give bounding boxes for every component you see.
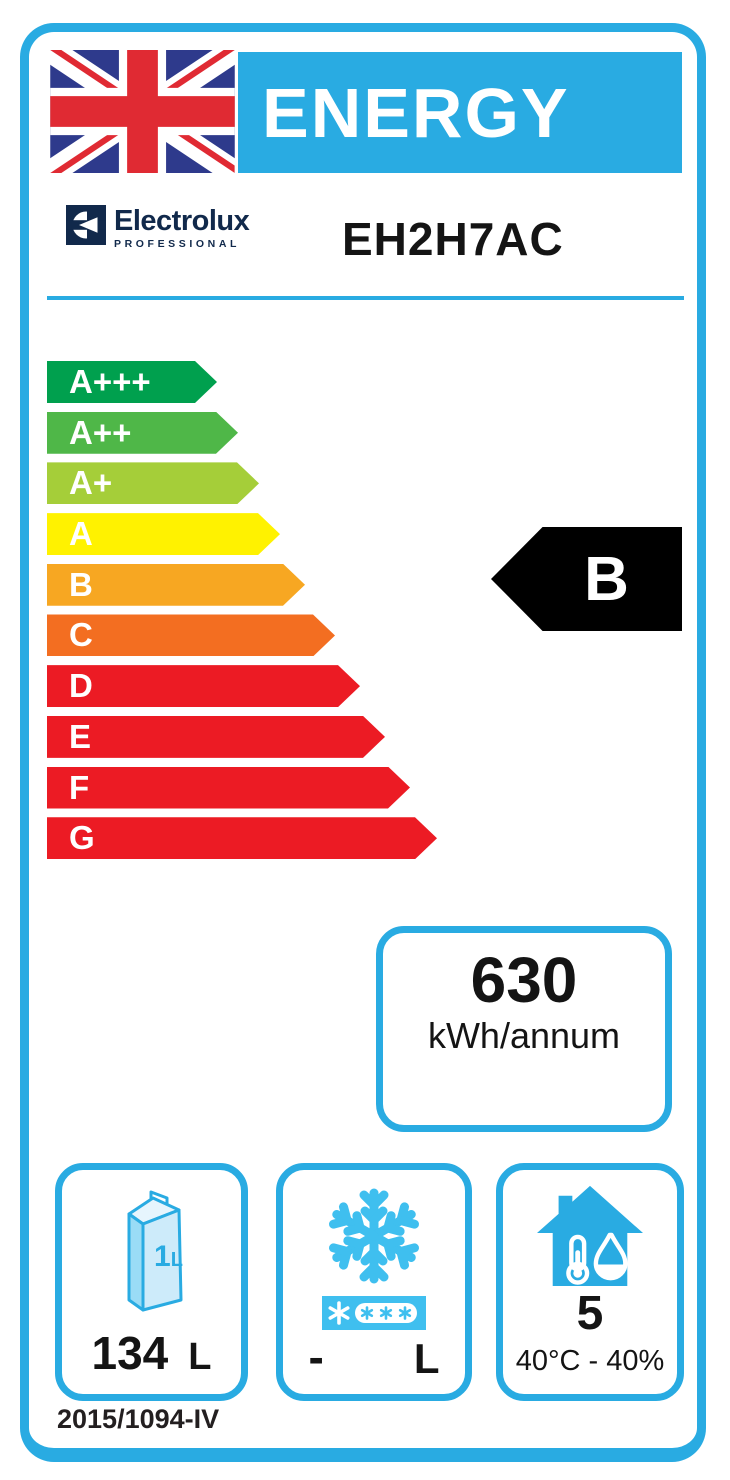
rating-arrow-appp: A+++: [47, 361, 217, 403]
climate-condition: 40°C - 40%: [515, 1345, 665, 1377]
fridge-volume-value: 134: [91, 1327, 169, 1379]
brand-subtitle: PROFESSIONAL: [114, 238, 241, 250]
rating-arrow-label: D: [69, 667, 93, 705]
rating-arrow-label: A++: [69, 413, 132, 451]
freezer-volume-box: - L: [276, 1163, 472, 1401]
climate-class-box: 5 40°C - 40%: [496, 1163, 684, 1401]
consumption-unit: kWh/annum: [427, 1015, 621, 1057]
milk-carton-icon: 1L: [127, 1190, 182, 1312]
rating-arrow-label: A+++: [69, 363, 151, 400]
current-rating-grade: B: [584, 544, 629, 614]
rating-arrow-ap: A+: [47, 462, 259, 504]
regulation-reference: 2015/1094-IV: [57, 1404, 220, 1434]
rating-arrow-label: A+: [69, 464, 113, 502]
fridge-volume-box: 1L 134 L: [55, 1163, 248, 1401]
rating-arrow-label: G: [69, 819, 95, 857]
rating-arrow-e: E: [47, 716, 385, 758]
rating-arrow-label: C: [69, 616, 93, 654]
electrolux-mark-icon: [66, 205, 106, 245]
rating-arrow-label: E: [69, 717, 92, 755]
climate-class-value: 5: [576, 1287, 604, 1340]
rating-arrow-label: B: [69, 565, 93, 603]
thermometer-icon: [566, 1234, 590, 1285]
freezer-volume-unit: L: [413, 1335, 440, 1382]
rating-arrow-b: B: [47, 564, 305, 606]
header-divider: [47, 296, 684, 300]
rating-arrow-f: F: [47, 767, 410, 809]
union-jack-flag-icon: [47, 50, 238, 173]
model-number: EH2H7AC: [342, 213, 564, 265]
rating-arrow-label: A: [69, 515, 93, 553]
droplet-icon: [593, 1232, 628, 1281]
rating-arrow-d: D: [47, 665, 360, 707]
rating-arrow-c: C: [47, 614, 335, 656]
rating-arrow-label: F: [69, 768, 90, 806]
energy-title: ENERGY: [262, 73, 570, 152]
consumption-value: 630: [470, 944, 578, 1016]
house-humidity-icon: [537, 1185, 643, 1287]
star-rating-badge: [322, 1296, 426, 1330]
label-border-frame: [20, 23, 706, 1462]
rating-arrow-app: A++: [47, 412, 238, 454]
fridge-volume-unit: L: [188, 1336, 212, 1378]
rating-arrow-a: A: [47, 513, 280, 555]
brand-name: Electrolux: [114, 205, 250, 237]
freezer-volume-value: -: [308, 1331, 324, 1383]
rating-arrow-g: G: [47, 817, 437, 859]
snowflake-icon: [324, 1188, 424, 1286]
energy-rating-scale: A+++ A++ A+ A B C D E F G: [47, 361, 437, 859]
energy-consumption-box: 630 kWh/annum: [376, 926, 672, 1132]
electrolux-logo: Electrolux PROFESSIONAL: [66, 205, 250, 250]
energy-banner: ENERGY: [238, 52, 682, 173]
